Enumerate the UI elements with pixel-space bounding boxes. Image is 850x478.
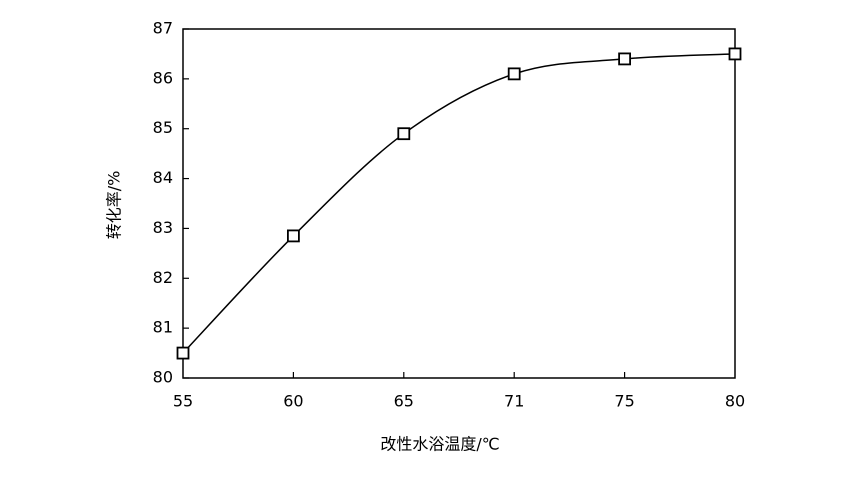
y-tick-label: 81 bbox=[153, 318, 173, 337]
marker bbox=[286, 229, 300, 243]
y-axis-label: 转化率/% bbox=[105, 171, 124, 240]
x-tick-label: 71 bbox=[504, 392, 524, 411]
plot-frame bbox=[182, 28, 736, 379]
curve bbox=[182, 53, 736, 354]
y-tick-label: 80 bbox=[153, 368, 173, 387]
x-tick-label: 60 bbox=[283, 392, 303, 411]
x-axis-label: 改性水浴温度/℃ bbox=[380, 435, 499, 454]
marker bbox=[618, 52, 631, 66]
x-tick-label: 55 bbox=[173, 392, 193, 411]
y-tick-label: 85 bbox=[153, 118, 173, 137]
marker bbox=[728, 47, 742, 61]
y-tick-label: 83 bbox=[153, 218, 173, 237]
marker bbox=[176, 346, 190, 360]
x-tick-label: 80 bbox=[725, 392, 745, 411]
y-tick-label: 82 bbox=[153, 268, 173, 287]
y-tick-label: 84 bbox=[153, 168, 173, 187]
x-tick-label: 75 bbox=[614, 392, 634, 411]
y-tick-label: 86 bbox=[153, 68, 173, 87]
y-tick-label: 87 bbox=[153, 19, 173, 38]
marker bbox=[507, 67, 521, 81]
x-tick-label: 65 bbox=[394, 392, 414, 411]
marker bbox=[397, 127, 411, 141]
